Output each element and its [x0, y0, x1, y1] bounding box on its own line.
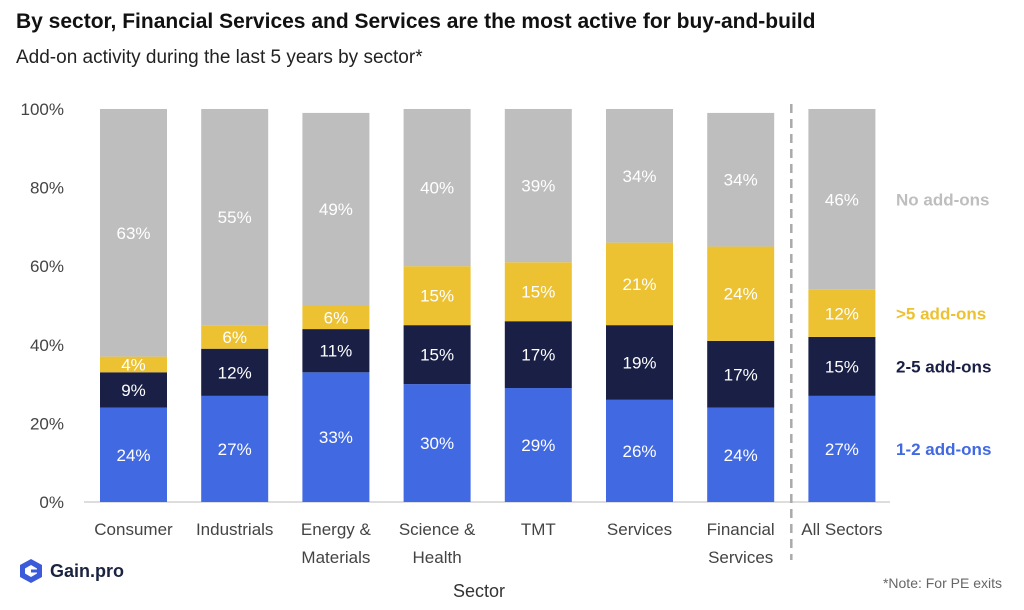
bar-segment: [100, 407, 167, 502]
data-label: 24%: [724, 446, 758, 465]
y-tick-label: 0%: [39, 493, 64, 512]
gain-pro-logo-icon: [20, 559, 42, 583]
bar-segment: [606, 242, 673, 326]
bar-segment: [808, 395, 876, 502]
data-label: 15%: [420, 346, 454, 365]
bar-segment: [707, 246, 775, 341]
data-label: 11%: [320, 342, 353, 361]
bar-segment: [707, 112, 775, 247]
data-label: 9%: [121, 381, 146, 400]
bar-segment: [403, 384, 471, 502]
y-tick-label: 20%: [30, 414, 64, 433]
bar-segment: [808, 109, 876, 290]
legend-label: No add-ons: [896, 190, 990, 209]
bar-segment: [302, 112, 370, 306]
bar-segment: [808, 289, 876, 337]
bar-segment: [504, 262, 572, 322]
data-label: 17%: [521, 346, 555, 365]
data-label: 27%: [825, 440, 859, 459]
data-label: 21%: [622, 275, 656, 294]
data-label: 39%: [521, 177, 555, 196]
legend-label: 2-5 add-ons: [896, 357, 991, 376]
data-label: 15%: [825, 357, 859, 376]
bar-segment: [302, 305, 370, 330]
data-label: 33%: [319, 428, 353, 447]
bar-segment: [201, 348, 269, 396]
legend-label: 1-2 add-ons: [896, 440, 991, 459]
x-tick-label: Science & Health: [399, 520, 476, 567]
data-label: 15%: [521, 283, 555, 302]
data-label: 12%: [825, 304, 859, 323]
data-label: 55%: [218, 208, 252, 227]
data-label: 27%: [218, 440, 252, 459]
data-label: 24%: [724, 285, 758, 304]
bar-segment: [707, 340, 775, 408]
bar-segment: [201, 395, 269, 502]
x-tick-label: Financial Services: [707, 520, 775, 567]
data-label: 4%: [121, 355, 146, 374]
y-tick-label: 80%: [30, 179, 64, 198]
bar-segment: [100, 372, 167, 408]
y-tick-label: 100%: [21, 100, 64, 119]
bar-segment: [606, 399, 673, 502]
bar-segment: [403, 325, 471, 385]
data-label: 12%: [218, 363, 252, 382]
x-tick-label: All Sectors: [801, 520, 882, 539]
brand-name: Gain.pro: [50, 560, 125, 581]
data-label: 29%: [521, 436, 555, 455]
x-tick-label: Consumer: [94, 520, 173, 539]
chart-subtitle: Add-on activity during the last 5 years …: [16, 47, 423, 68]
data-label: 24%: [116, 446, 150, 465]
data-label: 34%: [724, 171, 758, 190]
x-tick-label: Industrials: [196, 520, 273, 539]
data-label: 49%: [319, 200, 353, 219]
data-label: 19%: [622, 353, 656, 372]
data-label: 34%: [622, 167, 656, 186]
footnote: *Note: For PE exits: [882, 575, 1002, 591]
bar-segment: [100, 356, 167, 373]
data-label: 6%: [324, 308, 349, 327]
x-tick-label: Services: [607, 520, 672, 539]
brand: Gain.pro: [18, 558, 124, 584]
bar-segment: [606, 325, 673, 400]
y-tick-label: 40%: [30, 336, 64, 355]
data-label: 26%: [622, 442, 656, 461]
data-label: 30%: [420, 434, 454, 453]
bar-segment: [504, 321, 572, 389]
bar-segment: [403, 266, 471, 326]
data-label: 63%: [116, 224, 150, 243]
bar-segment: [302, 372, 370, 502]
bar-segment: [201, 325, 269, 349]
data-label: 6%: [222, 328, 247, 347]
bar-segment: [201, 109, 269, 326]
data-label: 46%: [825, 190, 859, 209]
y-tick-label: 60%: [30, 257, 64, 276]
legend-label: >5 add-ons: [896, 304, 986, 323]
bar-segment: [504, 388, 572, 502]
bar-segment: [403, 109, 471, 267]
data-label: 17%: [724, 365, 758, 384]
x-axis-title: Sector: [453, 581, 505, 601]
data-label: 40%: [420, 179, 454, 198]
bar-segment: [606, 109, 673, 243]
data-label: 15%: [420, 287, 454, 306]
chart-title: By sector, Financial Services and Servic…: [16, 10, 816, 33]
bar-segment: [707, 407, 775, 502]
bar-segment: [302, 329, 370, 373]
x-tick-label: Energy & Materials: [301, 520, 372, 567]
bar-segment: [504, 109, 572, 263]
bar-segment: [808, 336, 876, 396]
bar-segment: [100, 109, 167, 357]
x-tick-label: TMT: [521, 520, 556, 539]
